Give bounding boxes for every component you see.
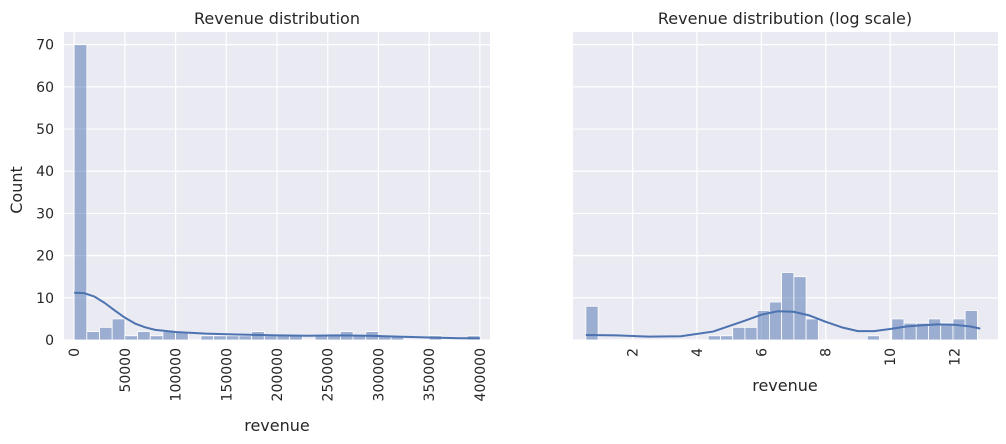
x-tick-label: 300000 [371, 348, 387, 401]
x-tick-label: 400000 [473, 348, 489, 401]
histogram-bar [732, 326, 746, 341]
histogram-bar [111, 318, 126, 341]
histogram-bar [720, 335, 734, 341]
x-tick-label: 200000 [270, 348, 286, 401]
x-tick-label: 150000 [219, 348, 235, 401]
chart-revenue-distribution-log: 2 4 6 8 10 12 Revenue distribution (log scale… [573, 9, 998, 395]
histogram-bars [585, 272, 978, 341]
histogram-bar [213, 335, 227, 341]
histogram-bar [952, 318, 966, 341]
x-tick-label: 8 [819, 348, 835, 357]
x-tick-label: 4 [690, 348, 706, 357]
kde-curve-group [585, 310, 981, 338]
histogram-bar [793, 276, 807, 341]
histogram-bar [769, 301, 783, 341]
histogram-bar [86, 331, 100, 341]
x-tick-label: 12 [948, 348, 964, 366]
histogram-bar [225, 335, 240, 341]
histogram-bar [744, 326, 758, 341]
histogram-bar [99, 326, 113, 341]
histogram-bar [73, 44, 88, 341]
chart-title: Revenue distribution [194, 9, 360, 28]
histogram-bar [200, 335, 215, 341]
y-tick-label: 10 [36, 291, 54, 307]
x-tick-label: 100000 [169, 348, 185, 401]
histogram-bar [124, 335, 138, 341]
histogram-bar [866, 335, 880, 341]
histogram-bar [805, 318, 819, 341]
x-tick-label: 10 [883, 348, 899, 366]
x-tick-label: 350000 [422, 348, 438, 401]
histogram-bar [162, 331, 176, 341]
y-tick-label: 70 [36, 38, 54, 54]
histogram-bar [928, 318, 942, 341]
histogram-bar [781, 272, 795, 341]
y-tick-label: 40 [36, 164, 54, 180]
y-tick-label: 0 [45, 333, 54, 349]
y-tick-label: 30 [36, 206, 54, 222]
x-tick-label: 6 [754, 348, 770, 357]
x-tick-label: 0 [67, 348, 83, 357]
kde-line [74, 291, 480, 340]
chart-revenue-distribution: 0 50000 100000 150000 200000 250000 300000 3500… [36, 9, 490, 435]
x-tick-label: 50000 [118, 348, 134, 393]
histogram-bar [238, 335, 253, 341]
x-axis-label: revenue [244, 416, 310, 435]
histogram-bar [137, 331, 151, 341]
x-tick-label: 2 [626, 348, 642, 357]
kde-curve-group [74, 291, 480, 340]
kde-line [585, 310, 981, 338]
x-axis-label: revenue [752, 376, 818, 395]
histogram-bar [149, 335, 164, 341]
histogram-bar [707, 335, 721, 341]
y-axis-label: Count [7, 166, 26, 214]
histogram-bar [263, 335, 278, 341]
x-tick-labels: 2 4 6 8 10 12 [626, 348, 964, 366]
chart-title: Revenue distribution (log scale) [658, 9, 912, 28]
x-tick-labels: 0 50000 100000 150000 200000 250000 300000 3500… [67, 348, 489, 401]
y-tick-labels: 0 10 20 30 40 50 60 70 [36, 38, 54, 349]
histogram-bar [585, 305, 599, 341]
y-tick-label: 20 [36, 249, 54, 265]
y-tick-label: 60 [36, 80, 54, 96]
y-tick-label: 50 [36, 122, 54, 138]
x-tick-label: 250000 [321, 348, 337, 401]
